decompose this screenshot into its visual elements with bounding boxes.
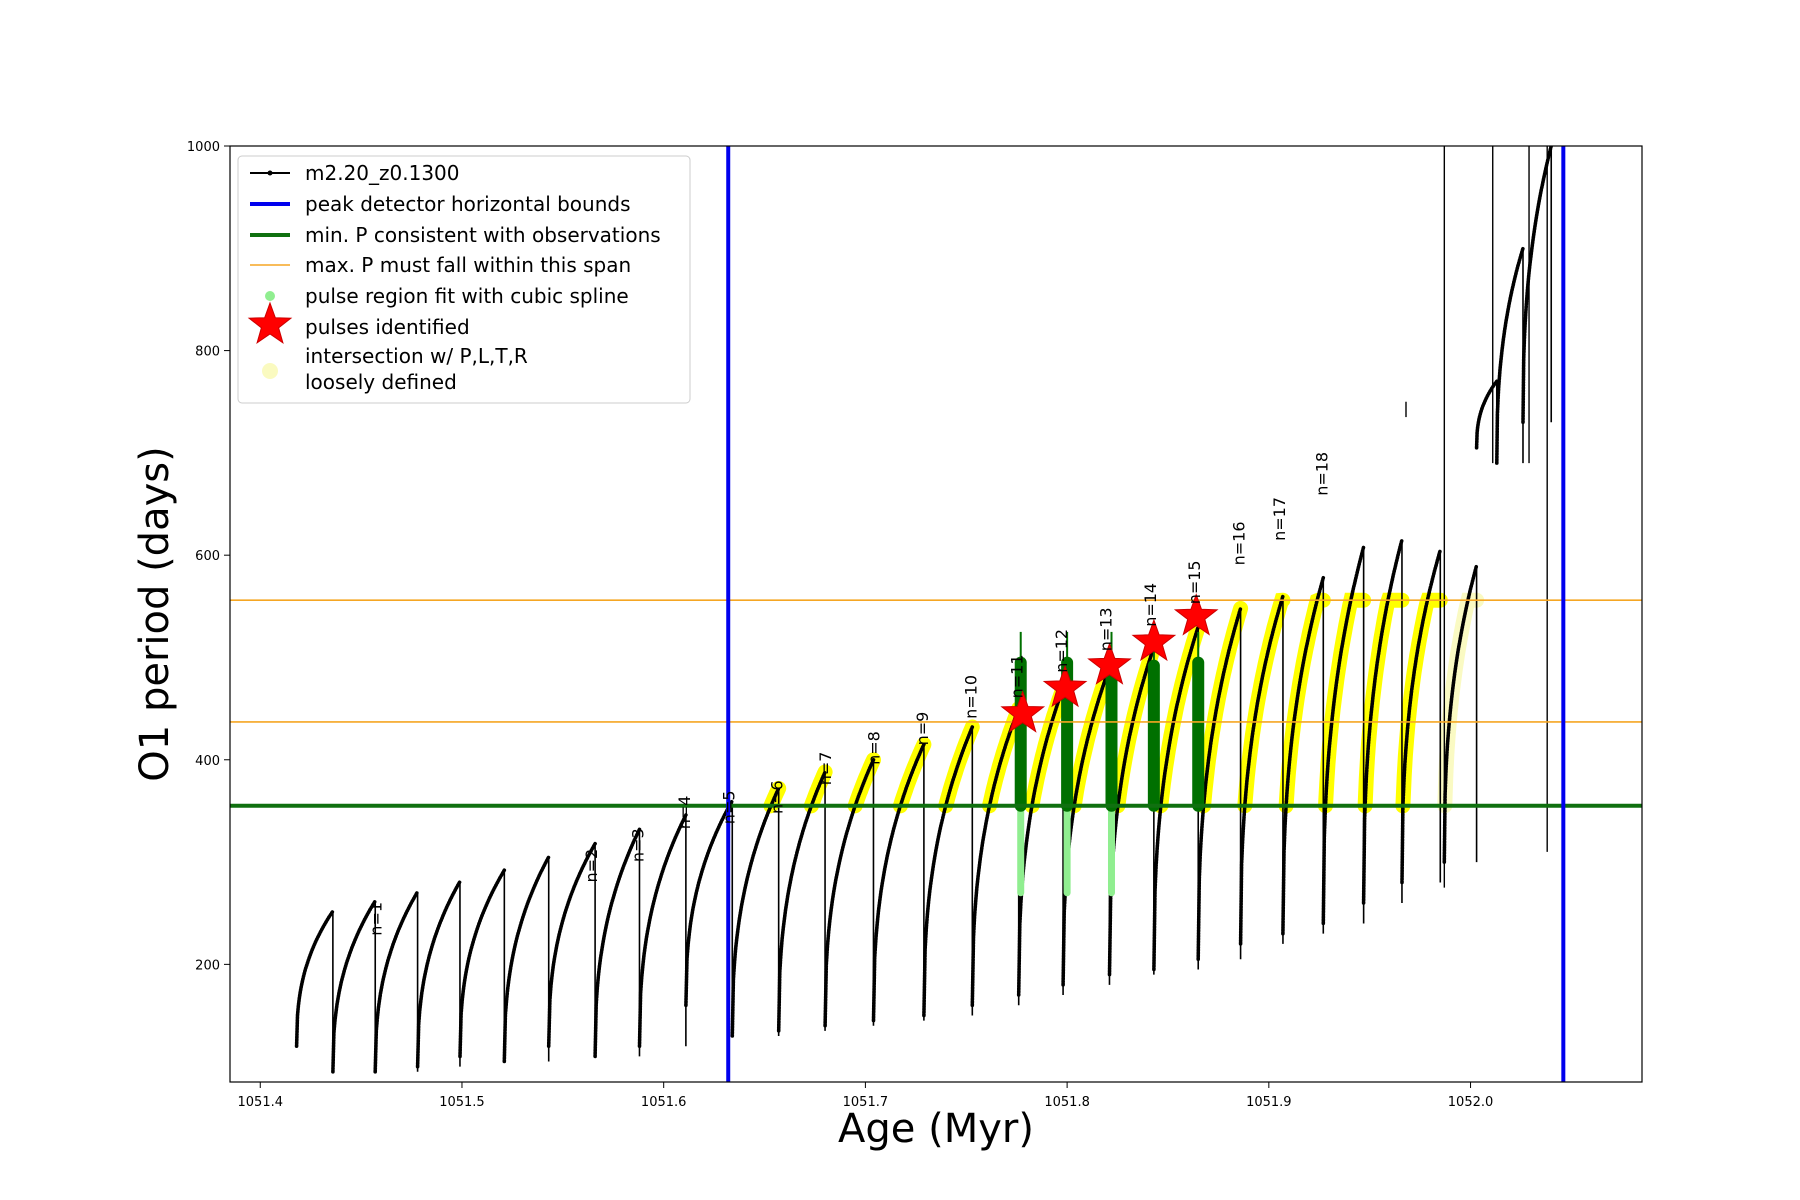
model-cycle xyxy=(294,909,335,1048)
model-cycle xyxy=(823,758,876,1028)
cycle-label: n=15 xyxy=(1185,560,1204,604)
model-cycle xyxy=(331,899,377,1074)
x-axis-label: Age (Myr) xyxy=(838,1106,1034,1152)
model-cycle xyxy=(776,770,827,1033)
cycle-label: n=3 xyxy=(629,828,648,862)
legend-label: min. P consistent with observations xyxy=(305,223,661,247)
model-cycle xyxy=(1016,686,1065,997)
x-tick-label: 1051.9 xyxy=(1246,1095,1292,1110)
axis-ticks xyxy=(224,145,1472,1088)
legend-label: m2.20_z0.1300 xyxy=(305,161,460,185)
legend-label: pulses identified xyxy=(305,315,470,339)
model-cycle xyxy=(546,841,597,1048)
model-cycle xyxy=(1196,606,1243,961)
pulse-star xyxy=(1000,690,1046,733)
model-cycle xyxy=(593,827,642,1059)
y-tick-label: 1000 xyxy=(187,140,220,155)
legend-frame xyxy=(237,155,691,404)
cycle-label: n=17 xyxy=(1270,497,1289,541)
cycle-label: n=1 xyxy=(366,902,385,936)
model-cycle xyxy=(637,813,688,1048)
model-cycle xyxy=(1238,594,1285,946)
cycle-label: n=4 xyxy=(675,796,694,830)
cycle-label: n=5 xyxy=(719,790,738,824)
x-tick-label: 1051.5 xyxy=(439,1095,485,1110)
y-tick-label: 800 xyxy=(195,345,220,360)
model-cycle xyxy=(1107,645,1156,977)
model-cycle xyxy=(871,742,926,1023)
plot-area: n=1 n=2 n=3 n=4 n=5 n=6 n=7 n=8 n=9 n=10 n=11 n=12 n… xyxy=(230,146,1642,1082)
x-tick-label: 1052.0 xyxy=(1448,1095,1494,1110)
legend-entry: pulses identified xyxy=(247,301,470,344)
y-axis-label: O1 period (days) xyxy=(132,446,178,781)
model-cycle xyxy=(1442,563,1479,864)
pulse-star xyxy=(1042,664,1088,708)
pulse-star xyxy=(1087,642,1132,685)
axis-tick-labels: 1051.4 1051.5 1051.6 1051.7 1051.8 1051.9 1052… xyxy=(187,140,1493,1110)
x-tick-label: 1051.7 xyxy=(843,1095,889,1110)
cycle-label: n=11 xyxy=(1008,654,1027,698)
model-cycle xyxy=(1321,545,1366,926)
model-cycle xyxy=(373,889,420,1074)
model-cycle xyxy=(502,855,551,1064)
cycle-label: n=18 xyxy=(1312,452,1331,496)
legend-intersection-swatch xyxy=(262,363,278,379)
cycle-label: n=2 xyxy=(582,849,601,883)
model-cycle xyxy=(1361,538,1404,905)
legend-model-marker xyxy=(267,170,273,176)
legend-entry: m2.20_z0.1300 xyxy=(250,161,460,185)
pulse-star xyxy=(1131,618,1177,662)
legend-spline-swatch xyxy=(265,291,275,301)
model-cycle xyxy=(1400,548,1443,885)
y-tick-label: 200 xyxy=(195,958,220,973)
model-cycle xyxy=(1061,665,1112,987)
model-cycle xyxy=(684,798,735,1008)
cycle-label: n=8 xyxy=(865,731,884,765)
legend-label: loosely defined xyxy=(305,370,457,394)
legend-label: max. P must fall within this span xyxy=(305,253,631,277)
legend-entry: peak detector horizontal bounds xyxy=(250,192,631,216)
cycle-label: n=13 xyxy=(1097,607,1116,651)
pulse-star xyxy=(1173,593,1219,636)
cycle-label: n=7 xyxy=(816,752,835,786)
model-cycle xyxy=(458,868,507,1059)
legend-label: intersection w/ P,L,T,R xyxy=(305,344,528,368)
legend-entry: intersection w/ P,L,T,R xyxy=(262,344,528,379)
model-cycle xyxy=(1152,625,1200,972)
cycle-label: n=10 xyxy=(961,675,980,719)
cycle-label: n=9 xyxy=(913,712,932,746)
legend-label: peak detector horizontal bounds xyxy=(305,192,631,216)
model-cycle xyxy=(1495,246,1525,465)
cycle-label: n=12 xyxy=(1052,629,1071,673)
legend-entry: min. P consistent with observations xyxy=(250,223,661,247)
legend-entry: pulse region fit with cubic spline xyxy=(265,284,629,308)
cycle-label: n=14 xyxy=(1141,583,1160,627)
legend-entry: loosely defined xyxy=(305,370,457,394)
model-cycle xyxy=(1281,575,1326,936)
x-tick-label: 1051.8 xyxy=(1044,1095,1090,1110)
legend-label: pulse region fit with cubic spline xyxy=(305,284,629,308)
y-tick-label: 400 xyxy=(195,754,220,769)
legend-star-swatch xyxy=(247,301,293,344)
y-tick-label: 600 xyxy=(195,549,220,564)
model-cycle xyxy=(415,879,462,1069)
x-tick-label: 1051.4 xyxy=(238,1095,284,1110)
axes-frame xyxy=(229,145,1643,1083)
cycle-label: n=6 xyxy=(768,780,787,814)
model-cycle xyxy=(922,725,975,1018)
cycle-label: n=16 xyxy=(1230,521,1249,565)
x-tick-label: 1051.6 xyxy=(641,1095,687,1110)
legend-entry: max. P must fall within this span xyxy=(250,253,631,277)
